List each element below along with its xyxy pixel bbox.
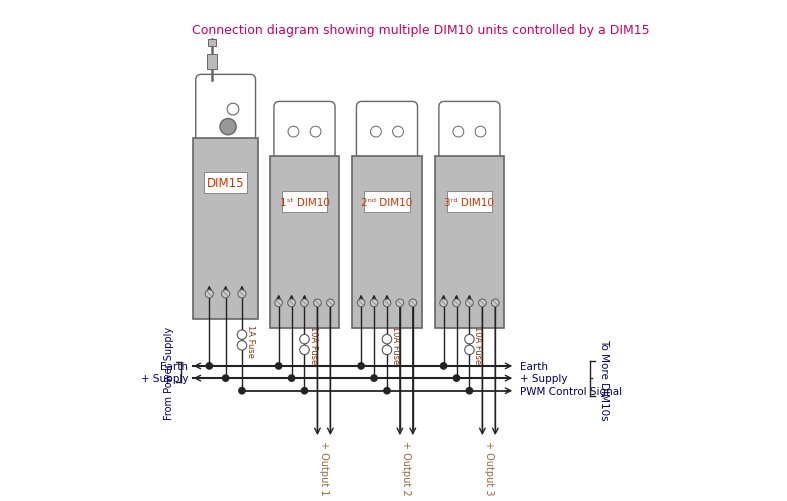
Circle shape	[441, 363, 447, 369]
Circle shape	[205, 290, 213, 298]
Text: 10A Fuse: 10A Fuse	[309, 326, 318, 364]
Circle shape	[409, 300, 416, 307]
Circle shape	[383, 300, 391, 307]
FancyBboxPatch shape	[447, 192, 492, 212]
Text: + Output 2: + Output 2	[401, 440, 412, 495]
Text: To More DIM10s: To More DIM10s	[600, 338, 609, 419]
Text: + Output 1: + Output 1	[319, 440, 329, 495]
Text: 10A Fuse: 10A Fuse	[474, 326, 482, 364]
Circle shape	[371, 127, 382, 138]
Circle shape	[357, 300, 365, 307]
Text: Earth: Earth	[161, 361, 188, 371]
FancyBboxPatch shape	[434, 157, 504, 328]
Text: 1ˢᵗ DIM10: 1ˢᵗ DIM10	[279, 197, 330, 207]
Circle shape	[288, 300, 295, 307]
Circle shape	[288, 375, 294, 381]
Text: PWM Control Signal: PWM Control Signal	[519, 386, 622, 396]
Circle shape	[475, 127, 486, 138]
Circle shape	[382, 346, 392, 355]
Circle shape	[227, 104, 238, 116]
FancyBboxPatch shape	[206, 55, 217, 70]
FancyBboxPatch shape	[352, 157, 422, 328]
Text: + Output 3: + Output 3	[484, 440, 493, 495]
Text: + Supply: + Supply	[519, 373, 567, 383]
Circle shape	[220, 119, 236, 135]
Circle shape	[491, 300, 499, 307]
Circle shape	[223, 375, 229, 381]
Circle shape	[275, 363, 282, 369]
Bar	[209, 40, 216, 47]
Text: DIM15: DIM15	[207, 177, 245, 190]
Circle shape	[327, 300, 334, 307]
Circle shape	[275, 300, 283, 307]
Circle shape	[300, 346, 309, 355]
Circle shape	[464, 346, 474, 355]
Circle shape	[478, 300, 486, 307]
Circle shape	[238, 388, 245, 394]
Circle shape	[370, 300, 378, 307]
Text: + Supply: + Supply	[141, 373, 188, 383]
Circle shape	[310, 127, 321, 138]
Circle shape	[222, 290, 230, 298]
Circle shape	[384, 388, 390, 394]
Text: 3ʳᵈ DIM10: 3ʳᵈ DIM10	[445, 197, 494, 207]
Circle shape	[301, 388, 308, 394]
Circle shape	[393, 127, 404, 138]
Text: Earth: Earth	[519, 361, 548, 371]
Circle shape	[453, 375, 460, 381]
Text: Connection diagram showing multiple DIM10 units controlled by a DIM15: Connection diagram showing multiple DIM1…	[192, 25, 649, 38]
Circle shape	[358, 363, 364, 369]
Circle shape	[453, 127, 464, 138]
Circle shape	[238, 290, 246, 298]
Circle shape	[313, 300, 321, 307]
Text: From Power Supply: From Power Supply	[164, 326, 174, 419]
Circle shape	[237, 341, 246, 350]
Circle shape	[206, 363, 212, 369]
FancyBboxPatch shape	[439, 102, 500, 162]
Text: 2ⁿᵈ DIM10: 2ⁿᵈ DIM10	[361, 197, 412, 207]
Circle shape	[464, 335, 474, 344]
FancyBboxPatch shape	[196, 75, 256, 144]
FancyBboxPatch shape	[193, 139, 258, 319]
Circle shape	[301, 300, 309, 307]
Circle shape	[382, 335, 392, 344]
Circle shape	[440, 300, 448, 307]
Circle shape	[453, 300, 460, 307]
Text: 10A Fuse: 10A Fuse	[391, 326, 400, 364]
Circle shape	[371, 375, 377, 381]
FancyBboxPatch shape	[282, 192, 327, 212]
FancyBboxPatch shape	[274, 102, 335, 162]
Circle shape	[237, 330, 246, 340]
Text: 1A Fuse: 1A Fuse	[246, 324, 255, 357]
FancyBboxPatch shape	[205, 172, 247, 194]
FancyBboxPatch shape	[364, 192, 409, 212]
Circle shape	[466, 388, 472, 394]
Circle shape	[396, 300, 404, 307]
Circle shape	[300, 335, 309, 344]
Circle shape	[288, 127, 299, 138]
FancyBboxPatch shape	[270, 157, 339, 328]
Circle shape	[466, 300, 473, 307]
FancyBboxPatch shape	[357, 102, 418, 162]
